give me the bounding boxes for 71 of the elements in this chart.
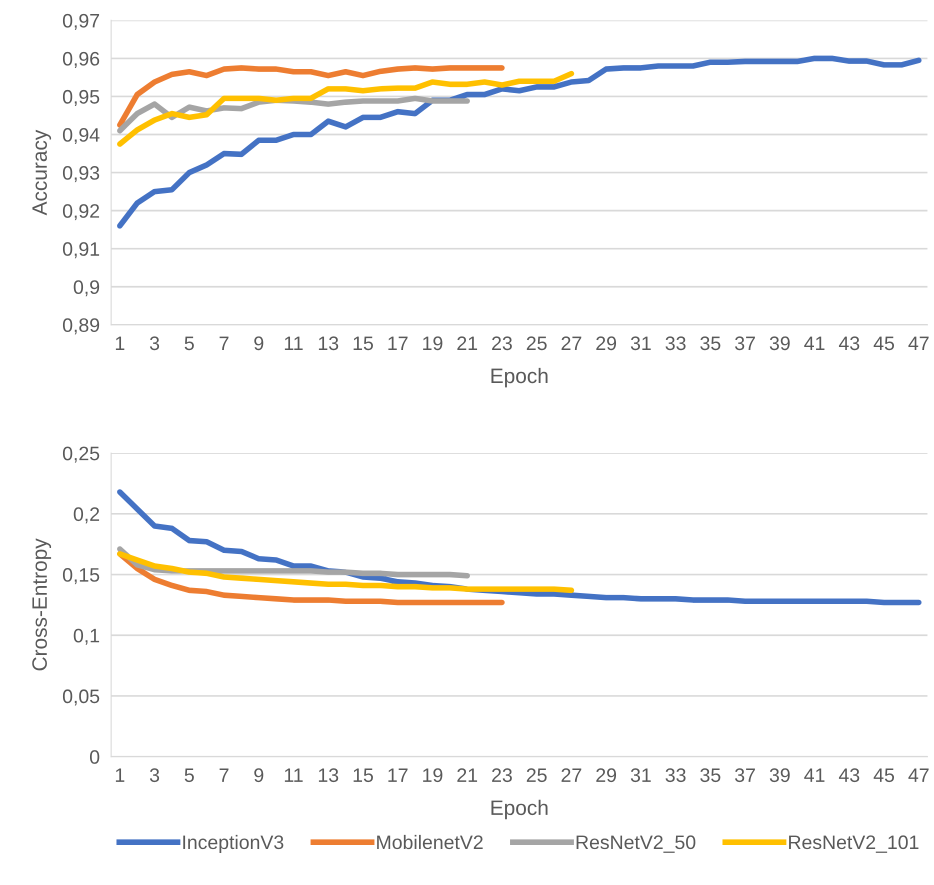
x-tick-label: 15 <box>354 336 373 350</box>
x-tick-label: 11 <box>284 336 303 350</box>
x-tick-label: 35 <box>700 336 720 350</box>
x-tick-label: 29 <box>596 336 616 350</box>
x-tick-label: 27 <box>562 768 582 782</box>
x-tick-label: 9 <box>254 336 264 350</box>
x-tick-label: 11 <box>284 768 303 782</box>
x-tick-label: 7 <box>220 336 228 350</box>
y-tick-label: 0,89 <box>62 318 100 334</box>
x-tick-label: 13 <box>318 336 338 350</box>
y-tick-label: 0,15 <box>62 568 100 584</box>
x-tick-label: 1 <box>116 768 124 782</box>
y-axis-title: Accuracy <box>32 130 52 216</box>
x-tick-label: 37 <box>735 768 755 782</box>
y-tick-label: 0,95 <box>62 90 100 106</box>
x-tick-label: 21 <box>457 768 478 782</box>
x-tick-label: 47 <box>908 768 929 782</box>
x-tick-label: 37 <box>735 336 755 350</box>
x-tick-label: 45 <box>874 768 894 782</box>
y-tick-label: 0,96 <box>62 52 100 68</box>
x-tick-label: 17 <box>388 336 408 350</box>
x-tick-label: 9 <box>254 768 264 782</box>
y-tick-label: 0,93 <box>62 166 100 182</box>
y-tick-label: 0,94 <box>62 128 100 144</box>
y-tick-label: 0,97 <box>62 14 100 30</box>
x-tick-label: 35 <box>700 768 720 782</box>
x-tick-label: 7 <box>220 768 228 782</box>
x-tick-label: 33 <box>666 768 686 782</box>
x-tick-label: 3 <box>150 336 160 350</box>
x-tick-label: 13 <box>318 768 338 782</box>
legend-label: ResNetV2_101 <box>789 835 918 853</box>
x-tick-label: 29 <box>596 768 616 782</box>
x-tick-label: 17 <box>388 768 408 782</box>
x-tick-label: 43 <box>838 768 860 782</box>
x-axis-title: Epoch <box>491 368 548 388</box>
legend-label: MobilenetV2 <box>377 834 483 850</box>
x-tick-label: 45 <box>874 336 894 350</box>
y-tick-label: 0,25 <box>62 446 100 463</box>
x-tick-label: 19 <box>423 768 442 782</box>
y-tick-label: 0,91 <box>62 242 100 258</box>
y-tick-label: 0 <box>90 750 100 764</box>
y-tick-label: 0,2 <box>74 507 100 524</box>
y-tick-label: 0,1 <box>74 628 100 645</box>
x-tick-label: 43 <box>838 336 860 350</box>
legend-label: InceptionV3 <box>183 834 284 854</box>
x-tick-label: 25 <box>526 768 547 782</box>
x-tick-label: 23 <box>492 768 512 782</box>
x-tick-label: 15 <box>354 768 373 782</box>
x-axis-title: Epoch <box>491 800 548 820</box>
x-tick-label: 39 <box>770 336 790 350</box>
x-tick-label: 1 <box>116 336 124 350</box>
x-tick-label: 21 <box>457 336 478 350</box>
y-tick-label: 0,05 <box>62 689 100 706</box>
x-tick-label: 23 <box>492 336 512 350</box>
x-tick-label: 3 <box>150 768 160 782</box>
x-tick-label: 41 <box>804 768 824 782</box>
x-tick-label: 31 <box>630 336 651 350</box>
x-tick-label: 33 <box>666 336 686 350</box>
x-tick-label: 27 <box>562 336 582 350</box>
y-tick-label: 0,9 <box>74 280 100 296</box>
y-axis-title: Cross-Entropy <box>32 538 52 670</box>
x-tick-label: 19 <box>423 336 442 350</box>
legend-label: ResNetV2_50 <box>576 835 696 853</box>
y-tick-label: 0,92 <box>62 204 100 220</box>
x-tick-label: 25 <box>526 336 547 350</box>
x-tick-label: 5 <box>184 336 194 350</box>
x-tick-label: 5 <box>184 768 194 782</box>
x-tick-label: 41 <box>804 336 824 350</box>
x-tick-label: 47 <box>908 336 929 350</box>
x-tick-label: 31 <box>630 768 651 782</box>
x-tick-label: 39 <box>770 768 790 782</box>
